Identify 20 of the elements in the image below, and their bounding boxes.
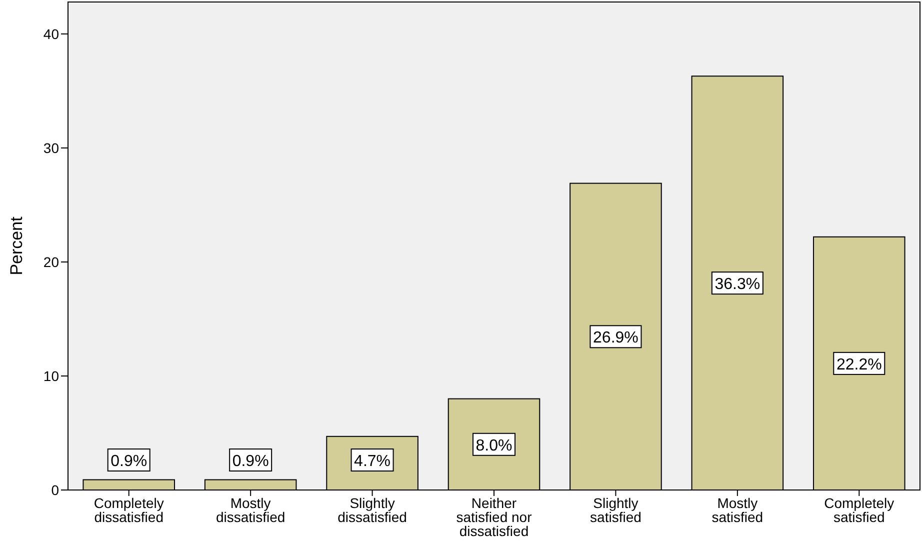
y-tick-label: 20 — [43, 254, 60, 270]
y-tick-label: 30 — [43, 140, 60, 156]
y-axis-title: Percent — [7, 216, 26, 276]
x-tick-label: Completely dissatisfied — [94, 495, 164, 525]
x-tick-label: Slightly dissatisfied — [338, 495, 407, 525]
y-tick-label: 40 — [43, 26, 60, 42]
data-label: 4.7% — [354, 453, 391, 470]
data-label: 0.9% — [110, 453, 148, 470]
x-tick-label: Mostly satisfied — [712, 495, 764, 525]
data-label: 26.9% — [593, 330, 638, 347]
x-tick-label: Completely satisfied — [824, 495, 894, 525]
x-tick-label: Neither satisfied nor dissatisfied — [456, 495, 532, 539]
data-label: 36.3% — [714, 276, 760, 294]
data-label: 8.0% — [476, 437, 512, 454]
data-label: 0.9% — [232, 453, 269, 470]
x-tick-label: Mostly dissatisfied — [216, 495, 286, 525]
y-tick-label: 0 — [51, 482, 60, 498]
data-label: 22.2% — [836, 356, 882, 374]
x-tick-label: Slightly satisfied — [590, 495, 642, 525]
y-tick-label: 10 — [43, 368, 60, 384]
